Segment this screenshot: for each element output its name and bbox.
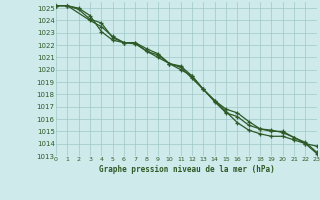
X-axis label: Graphe pression niveau de la mer (hPa): Graphe pression niveau de la mer (hPa) — [99, 165, 274, 174]
